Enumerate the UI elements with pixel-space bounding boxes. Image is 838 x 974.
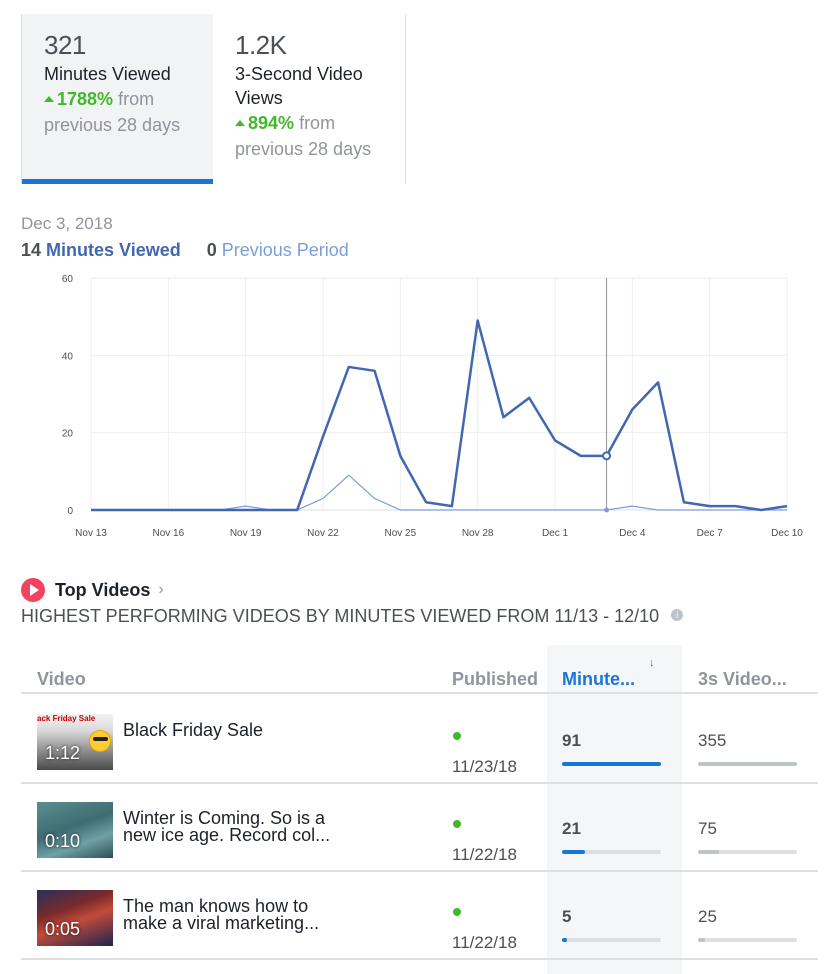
table-row[interactable]: 0:05 The man knows how to make a viral m…	[21, 872, 818, 960]
y-tick-label: 60	[62, 274, 74, 285]
top-videos-table: Video Published Minute... ↓ 3s Video... …	[21, 645, 818, 974]
3s-views-bar	[698, 938, 797, 942]
metric-change-suffix: from previous 28 days	[44, 89, 181, 135]
x-tick-label: Dec 7	[697, 528, 724, 539]
views-bar-fill	[698, 762, 797, 766]
minutes-viewed-bar	[562, 938, 661, 942]
sunglasses-emoji-icon	[89, 730, 111, 752]
published-date: 11/23/18 12:16 PM	[452, 757, 525, 784]
metric-value: 321	[44, 30, 86, 60]
minutes-viewed-value: 5	[562, 907, 572, 926]
minutes-viewed-line-chart[interactable]: 0 20 40 60 Nov 13 Nov 16 Nov 19 Nov 22 Nov 25 Nov…	[0, 268, 838, 548]
minutes-bar-fill	[562, 762, 661, 766]
metric-change-percent: 894%	[248, 113, 295, 133]
video-thumbnail[interactable]: 0:10	[37, 802, 113, 858]
video-duration: 1:12	[45, 743, 81, 763]
series-line-minutes-viewed	[91, 319, 788, 512]
thumbnail-banner-text: ack Friday Sale	[37, 714, 96, 723]
3s-views-value: 25	[698, 907, 717, 926]
legend-previous-label[interactable]: Previous Period	[221, 240, 349, 260]
top-videos-header[interactable]: Top Videos ›	[21, 578, 164, 602]
metric-value: 1.2K	[235, 30, 287, 60]
chart-hover-date: Dec 3, 2018	[21, 214, 113, 233]
metric-cards: 321 Minutes Viewed 1788% from previous 2…	[21, 14, 406, 184]
x-tick-label: Nov 13	[75, 528, 107, 539]
minutes-bar-fill	[562, 938, 568, 942]
metric-card-minutes-viewed[interactable]: 321 Minutes Viewed 1788% from previous 2…	[21, 14, 213, 184]
subtitle-text: HIGHEST PERFORMING VIDEOS BY MINUTES VIE…	[21, 606, 660, 626]
published-status-dot	[453, 732, 461, 740]
y-tick-label: 20	[62, 429, 74, 440]
chevron-right-icon: ›	[158, 581, 164, 598]
y-tick-label: 40	[62, 351, 74, 362]
metric-change-suffix: from previous 28 days	[235, 113, 372, 159]
video-title[interactable]: The man knows how to make a viral market…	[123, 896, 320, 933]
metric-label: 3-Second Video Views	[235, 64, 363, 108]
published-status-dot	[453, 908, 461, 916]
video-duration: 0:10	[45, 831, 81, 851]
column-header-video[interactable]: Video	[37, 669, 86, 689]
column-header-3s-views[interactable]: 3s Video...	[698, 669, 787, 689]
chart-legend: 14 Minutes Viewed 0 Previous Period	[21, 240, 349, 261]
metric-label: Minutes Viewed	[44, 64, 171, 84]
play-icon	[21, 578, 45, 602]
metric-change: 894% from previous 28 days	[235, 110, 385, 162]
up-arrow-icon	[44, 96, 54, 102]
hover-point-current	[602, 451, 612, 461]
minutes-viewed-bar	[562, 850, 661, 854]
published-date: 11/22/18 8:26 AM	[452, 933, 517, 960]
video-thumbnail[interactable]: ack Friday Sale 1:12	[37, 714, 113, 770]
3s-views-bar	[698, 850, 797, 854]
video-thumbnail[interactable]: 0:05	[37, 890, 113, 946]
column-header-minutes[interactable]: Minute...	[562, 669, 635, 689]
table-row[interactable]: ack Friday Sale 1:12 Black Friday Sale 1…	[21, 696, 818, 784]
x-tick-label: Nov 28	[462, 528, 494, 539]
3s-views-bar	[698, 762, 797, 766]
x-tick-label: Dec 4	[619, 528, 646, 539]
x-tick-label: Nov 16	[152, 528, 184, 539]
x-tick-label: Nov 25	[384, 528, 416, 539]
up-arrow-icon	[235, 120, 245, 126]
metric-change-percent: 1788%	[57, 89, 114, 109]
3s-views-value: 355	[698, 731, 727, 750]
x-tick-label: Dec 10	[771, 528, 803, 539]
metric-card-3s-views[interactable]: 1.2K 3-Second Video Views 894% from prev…	[213, 14, 406, 184]
x-tick-label: Dec 1	[542, 528, 569, 539]
legend-previous-value: 0	[206, 240, 217, 260]
minutes-viewed-value: 91	[562, 731, 581, 750]
views-bar-fill	[698, 850, 719, 854]
x-tick-label: Nov 19	[230, 528, 262, 539]
minutes-viewed-value: 21	[562, 819, 581, 838]
legend-current-label[interactable]: Minutes Viewed	[46, 240, 181, 260]
table-header: Video Published Minute... ↓ 3s Video...	[21, 645, 818, 694]
x-tick-label: Nov 22	[307, 528, 339, 539]
sorted-column-highlight	[547, 645, 682, 974]
column-header-published[interactable]: Published	[452, 669, 539, 689]
hover-point-previous	[604, 507, 610, 513]
top-videos-subtitle: HIGHEST PERFORMING VIDEOS BY MINUTES VIE…	[21, 606, 684, 627]
minutes-viewed-bar	[562, 762, 661, 766]
legend-current-value: 14	[21, 240, 42, 260]
card-divider	[405, 14, 406, 184]
published-status-dot	[453, 820, 461, 828]
published-date: 11/22/18 12:54 AM	[452, 845, 524, 872]
video-duration: 0:05	[45, 919, 81, 939]
views-bar-fill	[698, 938, 705, 942]
table-row[interactable]: 0:10 Winter is Coming. So is a new ice a…	[21, 784, 818, 872]
sort-descending-icon: ↓	[649, 657, 655, 669]
top-videos-title: Top Videos	[55, 579, 151, 600]
metric-change: 1788% from previous 28 days	[44, 86, 193, 138]
minutes-bar-fill	[562, 850, 585, 854]
video-title[interactable]: Black Friday Sale	[123, 720, 264, 740]
video-title[interactable]: Winter is Coming. So is a new ice age. R…	[123, 808, 331, 845]
3s-views-value: 75	[698, 819, 717, 838]
y-tick-label: 0	[67, 506, 73, 517]
info-icon[interactable]: i	[671, 609, 684, 621]
